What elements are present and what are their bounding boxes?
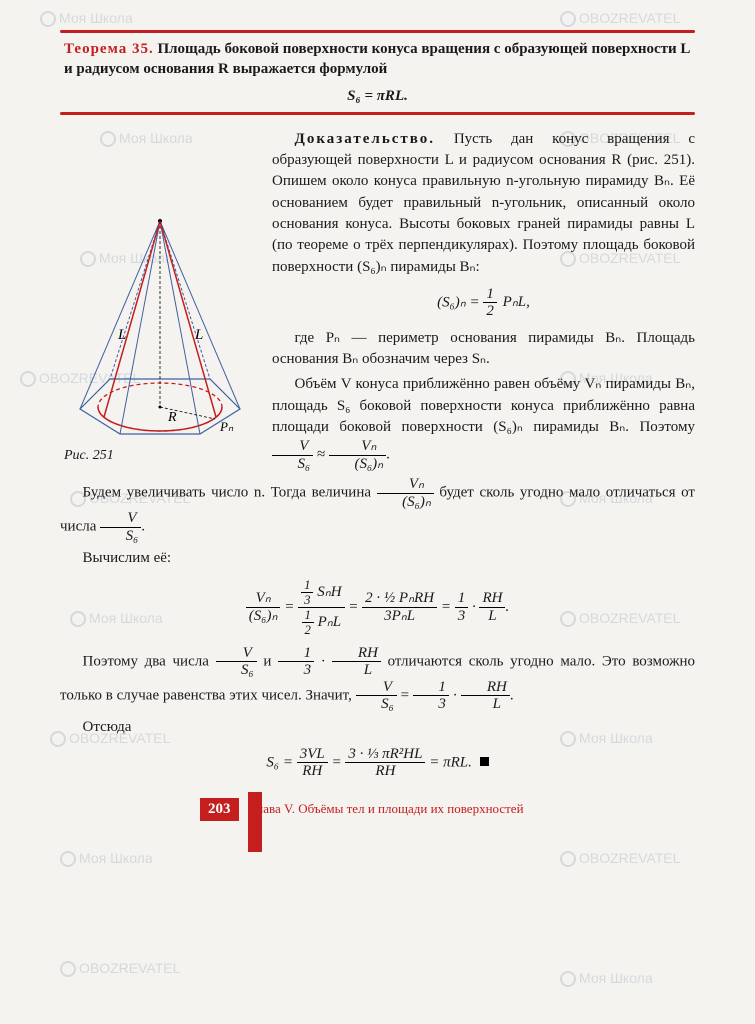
figure-label-R: R <box>167 410 177 425</box>
theorem-formula: S₆ = πRL. <box>64 86 691 106</box>
figure-column: L L R Pₙ Рис. 251 <box>60 129 260 477</box>
eq-chain: Vₙ(S₆)ₙ = 13 SₙH 12 PₙL = 2 · ½ PₙRH3PₙL… <box>60 578 695 637</box>
proof-p5: Поэтому два числа VS₆ и 13 · RHL отличаю… <box>60 645 695 713</box>
watermark-text: Моя Школа <box>60 850 153 867</box>
watermark-text: OBOZREVATEL <box>60 960 180 977</box>
figure-label-L2: L <box>194 327 203 343</box>
proof-label: Доказательство. <box>295 131 436 147</box>
eq-final: S₆ = 3VLRH = 3 · ⅓ πR²HLRH = πRL. <box>60 746 695 780</box>
proof-p1: Доказательство. Пусть дан конус вращения… <box>272 129 695 278</box>
theorem-rule-bottom <box>60 112 695 115</box>
page-number: 203 <box>200 798 239 821</box>
proof-p6: Отсюда <box>60 717 695 738</box>
proof-p4c: Вычислим её: <box>60 548 695 569</box>
proof-p4: Будем увеличивать число n. Тогда величин… <box>60 476 695 544</box>
watermark-text: Моя Школа <box>560 970 653 987</box>
theorem-text: Площадь боковой поверхности конуса враще… <box>64 41 690 77</box>
proof-p3: Объём V конуса приближённо равен объёму … <box>272 374 695 472</box>
theorem-label: Теорема 35. <box>64 41 154 57</box>
theorem-box: Теорема 35. Площадь боковой поверхности … <box>60 39 695 106</box>
proof-p2: где Pₙ — периметр основания пирамиды Bₙ.… <box>272 328 695 371</box>
figure-label-Pn: Pₙ <box>219 419 234 434</box>
chapter-title: Глава V. Объёмы тел и площади их поверхн… <box>250 801 523 816</box>
content-row: L L R Pₙ Рис. 251 Доказательство. Пусть … <box>60 129 695 477</box>
figure-label-L1: L <box>117 327 126 343</box>
qed-mark <box>480 757 489 766</box>
figure-caption: Рис. 251 <box>60 448 260 464</box>
page-content: Теорема 35. Площадь боковой поверхности … <box>0 0 755 841</box>
page-footer: 203 Глава V. Объёмы тел и площади их пов… <box>60 798 695 821</box>
theorem-rule-top <box>60 30 695 33</box>
proof-column: Доказательство. Пусть дан конус вращения… <box>272 129 695 477</box>
proof-continued: Будем увеличивать число n. Тогда величин… <box>60 476 695 780</box>
cone-pyramid-figure: L L R Pₙ <box>60 209 260 439</box>
footer-red-strip <box>248 792 262 852</box>
watermark-text: OBOZREVATEL <box>560 850 680 867</box>
eq-s6n: (S₆)ₙ = 12 PₙL, <box>272 286 695 320</box>
